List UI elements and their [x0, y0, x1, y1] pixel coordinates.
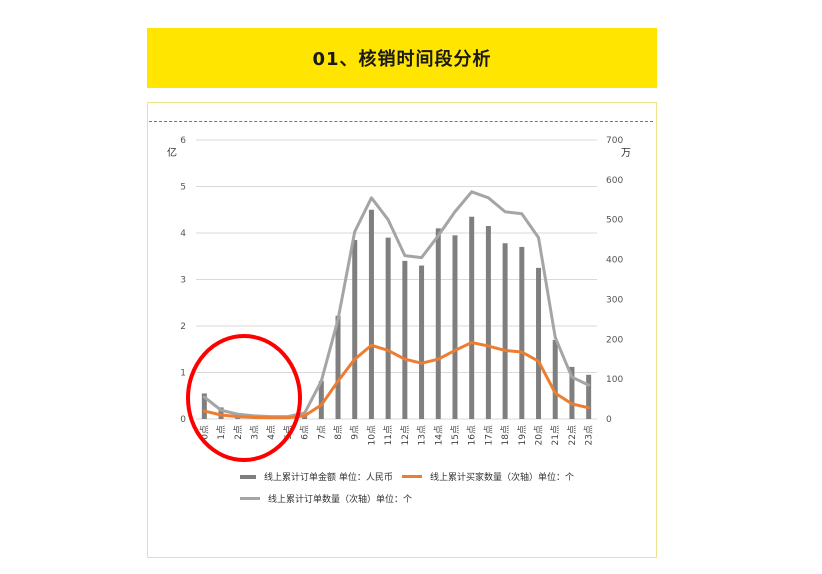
- y-left-unit: 亿: [167, 146, 177, 159]
- bar: [335, 315, 341, 419]
- bar: [502, 243, 508, 419]
- x-tick-label: 1点: [216, 425, 227, 440]
- bar: [552, 339, 558, 419]
- y-right-tick-label: 400: [606, 256, 623, 266]
- y-left-tick-label: 6: [180, 136, 186, 146]
- y-right-tick-label: 300: [606, 295, 623, 305]
- y-right-tick-label: 100: [606, 375, 623, 385]
- x-tick-label: 0点: [199, 425, 210, 440]
- x-tick-label: 4点: [266, 425, 277, 440]
- legend-item-buyers: 线上累计买家数量（次轴）单位：个: [402, 470, 574, 483]
- x-tick-label: 20点: [534, 425, 545, 445]
- x-tick-label: 2点: [233, 425, 244, 440]
- bar: [201, 393, 207, 419]
- x-tick-label: 23点: [584, 425, 595, 445]
- x-tick-label: 18点: [500, 425, 511, 445]
- y-left-tick-label: 2: [180, 322, 186, 332]
- legend-swatch-buyers: [402, 475, 422, 478]
- legend-swatch-orders: [240, 497, 260, 500]
- bar: [536, 267, 542, 419]
- y-right-tick-label: 500: [606, 216, 623, 226]
- y-right-unit: 万: [621, 148, 631, 159]
- series-line-orders: [202, 190, 591, 419]
- x-tick-label: 15点: [450, 425, 461, 445]
- x-tick-label: 12点: [400, 425, 411, 445]
- y-right-tick-label: 700: [606, 136, 623, 146]
- bar: [402, 260, 408, 419]
- y-left-tick-label: 5: [180, 183, 186, 193]
- section-header: 01、核销时间段分析: [147, 28, 657, 88]
- bar: [469, 216, 475, 419]
- legend-label-orders: 线上累计订单数量（次轴）单位：个: [268, 495, 413, 505]
- bar: [435, 228, 441, 419]
- bar: [218, 407, 224, 419]
- highlight-circle: [186, 334, 302, 462]
- x-tick-label: 7点: [316, 425, 327, 440]
- x-tick-label: 19点: [517, 425, 528, 445]
- x-tick-label: 11点: [383, 425, 394, 445]
- bar: [519, 246, 525, 419]
- y-left-tick-label: 4: [180, 229, 186, 239]
- legend-swatch-amount: [240, 474, 256, 479]
- y-left-tick-label: 0: [180, 415, 186, 425]
- x-tick-label: 3点: [249, 425, 260, 440]
- bar: [452, 235, 458, 419]
- bar: [419, 265, 425, 419]
- y-left-tick-label: 1: [180, 369, 186, 379]
- divider: [149, 121, 653, 122]
- y-left-tick-label: 3: [180, 276, 186, 286]
- bar: [385, 237, 391, 419]
- bar: [318, 380, 324, 419]
- bar: [586, 374, 592, 419]
- x-tick-label: 14点: [433, 425, 444, 445]
- x-tick-label: 8点: [333, 425, 344, 440]
- bar: [368, 209, 374, 419]
- x-tick-label: 13点: [417, 425, 428, 445]
- page-title: 01、核销时间段分析: [312, 49, 492, 70]
- chart-panel: [147, 102, 657, 558]
- y-right-tick-label: 600: [606, 176, 623, 186]
- y-right-tick-label: 0: [606, 415, 612, 425]
- legend-item-orders: 线上累计订单数量（次轴）单位：个: [240, 492, 412, 505]
- x-tick-label: 10点: [366, 425, 377, 445]
- series-line-buyers: [202, 340, 591, 420]
- legend-item-amount: 线上累计订单金额 单位：人民币: [240, 470, 393, 483]
- x-tick-label: 17点: [483, 425, 494, 445]
- y-right-tick-label: 200: [606, 335, 623, 345]
- bar: [569, 366, 575, 419]
- x-tick-label: 6点: [300, 425, 311, 440]
- x-tick-label: 9点: [350, 425, 361, 440]
- x-tick-label: 22点: [567, 425, 578, 445]
- x-tick-label: 21点: [550, 425, 561, 445]
- legend-label-buyers: 线上累计买家数量（次轴）单位：个: [430, 473, 575, 483]
- legend-label-amount: 线上累计订单金额 单位：人民币: [264, 473, 393, 483]
- bar: [352, 239, 358, 419]
- bar: [485, 226, 491, 419]
- x-tick-label: 16点: [467, 425, 478, 445]
